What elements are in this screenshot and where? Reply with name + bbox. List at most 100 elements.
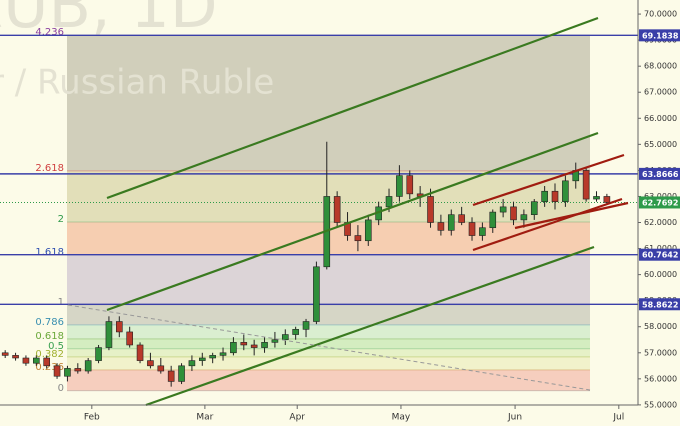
y-tick-label: 60.0000 (644, 270, 677, 279)
fib-zone (67, 324, 590, 339)
x-tick-label: May (392, 413, 411, 423)
fib-level-label: 0.618 (35, 331, 64, 342)
candle-body (489, 211, 497, 229)
candle-body (74, 368, 82, 372)
candle-body (479, 227, 486, 236)
candle-body (230, 342, 237, 354)
candle-body (1, 352, 9, 356)
candle-body (458, 214, 465, 223)
candle-body (530, 201, 538, 215)
fib-level-label: 1 (58, 297, 64, 308)
price-axis (638, 0, 680, 426)
candle-body (364, 219, 372, 242)
candle-body (447, 214, 455, 231)
price-tag-label: 69.1838 (642, 31, 679, 40)
candle-body (105, 321, 113, 348)
candle-body (209, 355, 216, 359)
candle-body (167, 370, 175, 382)
y-tick-label: 67.0000 (644, 88, 677, 97)
candle-body (271, 339, 279, 343)
candle-body (261, 342, 268, 348)
fib-zone (67, 348, 590, 357)
price-tag (639, 248, 680, 261)
candle-body (354, 235, 362, 242)
candle-body (84, 360, 92, 372)
y-tick-label: 57.0000 (644, 348, 677, 357)
candle-body (510, 206, 517, 221)
price-tag (639, 196, 680, 209)
candle-body (178, 365, 185, 382)
candle-body (116, 321, 123, 333)
candle-body (302, 321, 310, 330)
candle-body (136, 344, 144, 361)
y-tick-label: 55.0000 (644, 400, 677, 409)
fib-level-label: 4.236 (35, 27, 64, 38)
candle-body (33, 357, 40, 364)
fib-zone (67, 35, 590, 171)
candle-body (541, 190, 548, 202)
candle-body (53, 365, 61, 377)
y-tick-label: 58.0000 (644, 322, 677, 331)
price-tag-label: 60.7642 (642, 251, 678, 260)
candle-body (12, 355, 19, 359)
candle-body (499, 206, 507, 213)
candle-body (147, 360, 154, 367)
x-tick-label: Jul (612, 413, 624, 423)
candle-body (582, 170, 590, 200)
candle-body (551, 190, 559, 202)
y-tick-label: 56.0000 (644, 374, 677, 383)
fib-level-label: 2 (58, 214, 64, 225)
price-tag-label: 63.8666 (642, 170, 679, 179)
y-tick-label: 62.0000 (644, 218, 677, 227)
candle-body (126, 331, 133, 346)
price-tag-label: 62.7692 (642, 198, 678, 207)
candle-body (292, 329, 299, 335)
fib-level-label: 2.618 (35, 163, 64, 174)
fib-level-label: 0.236 (35, 362, 64, 373)
candle-body (64, 368, 71, 377)
candle-body (22, 357, 30, 364)
fib-level-label: 0.786 (35, 317, 64, 328)
y-tick-label: 65.0000 (644, 140, 677, 149)
fib-level-label: 0 (58, 383, 64, 394)
y-tick-label: 61.0000 (644, 244, 677, 253)
candle-body (333, 196, 341, 223)
price-tag-label: 58.8622 (642, 300, 678, 309)
watermark-subtitle: r / Russian Ruble (0, 63, 274, 103)
candle-body (468, 222, 476, 236)
candle-body (240, 342, 248, 346)
fib-zone (67, 304, 590, 325)
y-tick-label: 68.0000 (644, 62, 677, 71)
y-tick-label: 66.0000 (644, 114, 677, 123)
candle-body (603, 196, 611, 203)
y-tick-label: 70.0000 (644, 10, 677, 19)
fib-zone (67, 356, 590, 370)
x-tick-label: Jun (507, 413, 522, 423)
candle-body (188, 360, 196, 367)
candle-body (157, 365, 165, 372)
candle-body (385, 196, 393, 208)
candle-body (313, 266, 320, 322)
price-tag (639, 298, 680, 311)
candle-body (250, 344, 258, 348)
fib-zone (67, 338, 590, 349)
candle-body (406, 175, 414, 195)
candle-body (219, 352, 227, 356)
candle-body (198, 357, 206, 361)
fib-level-label: 0.382 (35, 349, 64, 360)
candle-body (593, 196, 600, 200)
trend-lines (67, 16, 629, 407)
x-tick-label: Feb (84, 413, 100, 423)
price-tag (639, 29, 680, 42)
candle-body (562, 180, 569, 202)
y-tick-label: 63.0000 (644, 192, 677, 201)
fib-level-label: 1.618 (35, 247, 64, 258)
fib-level-label: 0.5 (48, 341, 64, 352)
candle-body (43, 357, 50, 367)
candle-body (95, 347, 102, 361)
x-tick-label: Mar (196, 413, 213, 423)
x-tick-label: Apr (289, 413, 305, 423)
fib-zone (67, 369, 590, 391)
candle-body (520, 214, 528, 221)
